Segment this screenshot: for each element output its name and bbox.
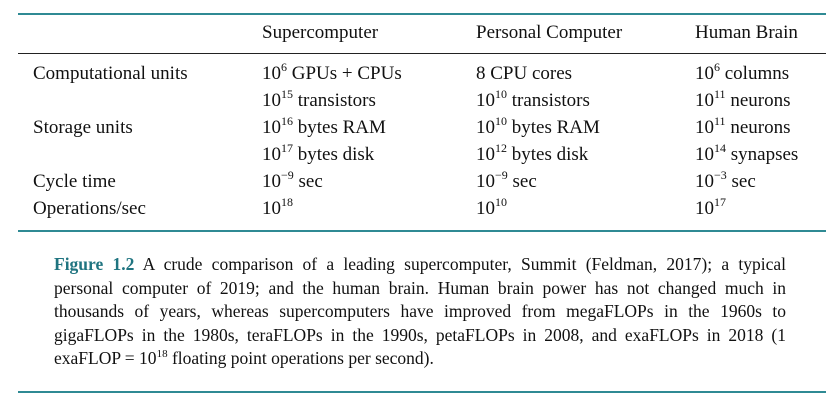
human-brain-value: 1011 neurons [695, 113, 791, 140]
caption-text: A crude comparison of a leading supercom… [54, 254, 786, 368]
personal-computer-value-unit: bytes disk [507, 144, 589, 165]
header-supercomputer: Supercomputer [262, 22, 379, 43]
supercomputer-value-unit: bytes RAM [293, 117, 386, 138]
supercomputer-value-unit: bytes disk [293, 144, 375, 165]
personal-computer-value: 1012 bytes disk [476, 140, 589, 167]
personal-computer-value: 1010 bytes RAM [476, 113, 600, 140]
row-label: Cycle time [33, 171, 116, 192]
human-brain-value-exponent: 14 [714, 140, 726, 155]
row-label: Operations/sec [33, 198, 146, 219]
human-brain-value-unit: columns [720, 63, 790, 84]
figure-label: Figure 1.2 [54, 254, 135, 274]
supercomputer-value-exponent: 18 [281, 194, 293, 209]
personal-computer-value-exponent: 12 [495, 140, 507, 155]
personal-computer-value: 8 CPU cores [476, 62, 572, 86]
supercomputer-value-base: 10 [262, 171, 281, 192]
personal-computer-value: 1010 transistors [476, 86, 590, 113]
personal-computer-value-exponent: 10 [495, 194, 507, 209]
personal-computer-value-unit: sec [507, 171, 537, 192]
supercomputer-value: 10−9 sec [262, 167, 323, 194]
header-personal-computer: Personal Computer [476, 22, 623, 43]
supercomputer-value: 1017 bytes disk [262, 140, 375, 167]
caption-exponent: 18 [156, 348, 168, 361]
personal-computer-value-base: 8 CPU cores [476, 63, 573, 84]
supercomputer-value: 1015 transistors [262, 86, 376, 113]
personal-computer-value-base: 10 [476, 117, 495, 138]
supercomputer-value: 1018 [262, 194, 293, 221]
row-label: Computational units [33, 63, 188, 84]
top-rule [18, 13, 826, 15]
human-brain-value-base: 10 [695, 63, 714, 84]
personal-computer-value-unit: transistors [507, 90, 590, 111]
human-brain-value-exponent: 11 [714, 86, 726, 101]
human-brain-value-exponent: 11 [714, 113, 726, 128]
human-brain-value-base: 10 [695, 198, 714, 219]
human-brain-value-unit: neurons [725, 90, 791, 111]
human-brain-value: 1017 [695, 194, 726, 221]
supercomputer-value-unit: sec [293, 171, 323, 192]
supercomputer-value-base: 10 [262, 90, 281, 111]
table-bottom-rule [18, 230, 826, 232]
human-brain-value: 106 columns [695, 59, 790, 86]
human-brain-value-base: 10 [695, 90, 714, 111]
personal-computer-value-base: 10 [476, 171, 495, 192]
human-brain-value: 10−3 sec [695, 167, 756, 194]
supercomputer-value-exponent: 17 [281, 140, 293, 155]
human-brain-value-exponent: 17 [714, 194, 726, 209]
caption-text-end: floating point operations per second). [167, 348, 434, 368]
figure-caption: Figure 1.2 A crude comparison of a leadi… [54, 253, 786, 371]
supercomputer-value-exponent: 15 [281, 86, 293, 101]
bottom-rule [18, 391, 826, 393]
supercomputer-value-unit: transistors [293, 90, 376, 111]
personal-computer-value-unit: bytes RAM [507, 117, 600, 138]
supercomputer-value-exponent: 16 [281, 113, 293, 128]
supercomputer-value-unit: GPUs + CPUs [287, 63, 402, 84]
personal-computer-value-exponent: 10 [495, 113, 507, 128]
human-brain-value-exponent: 6 [714, 59, 720, 74]
supercomputer-value-base: 10 [262, 117, 281, 138]
human-brain-value: 1011 neurons [695, 86, 791, 113]
personal-computer-value-base: 10 [476, 90, 495, 111]
header-divider [18, 53, 826, 54]
human-brain-value-base: 10 [695, 144, 714, 165]
personal-computer-value-exponent: 10 [495, 86, 507, 101]
human-brain-value-base: 10 [695, 171, 714, 192]
supercomputer-value: 1016 bytes RAM [262, 113, 386, 140]
personal-computer-value: 1010 [476, 194, 507, 221]
human-brain-value-unit: sec [726, 171, 756, 192]
supercomputer-value-base: 10 [262, 144, 281, 165]
personal-computer-value-base: 10 [476, 198, 495, 219]
human-brain-value: 1014 synapses [695, 140, 799, 167]
personal-computer-value-base: 10 [476, 144, 495, 165]
human-brain-value-exponent: −3 [714, 167, 727, 182]
human-brain-value-unit: neurons [725, 117, 791, 138]
personal-computer-value-exponent: −9 [495, 167, 508, 182]
supercomputer-value-exponent: 6 [281, 59, 287, 74]
header-human-brain: Human Brain [695, 22, 798, 43]
supercomputer-value-base: 10 [262, 198, 281, 219]
supercomputer-value-exponent: −9 [281, 167, 294, 182]
supercomputer-value-base: 10 [262, 63, 281, 84]
human-brain-value-unit: synapses [726, 144, 799, 165]
human-brain-value-base: 10 [695, 117, 714, 138]
row-label: Storage units [33, 117, 133, 138]
supercomputer-value: 106 GPUs + CPUs [262, 59, 402, 86]
personal-computer-value: 10−9 sec [476, 167, 537, 194]
